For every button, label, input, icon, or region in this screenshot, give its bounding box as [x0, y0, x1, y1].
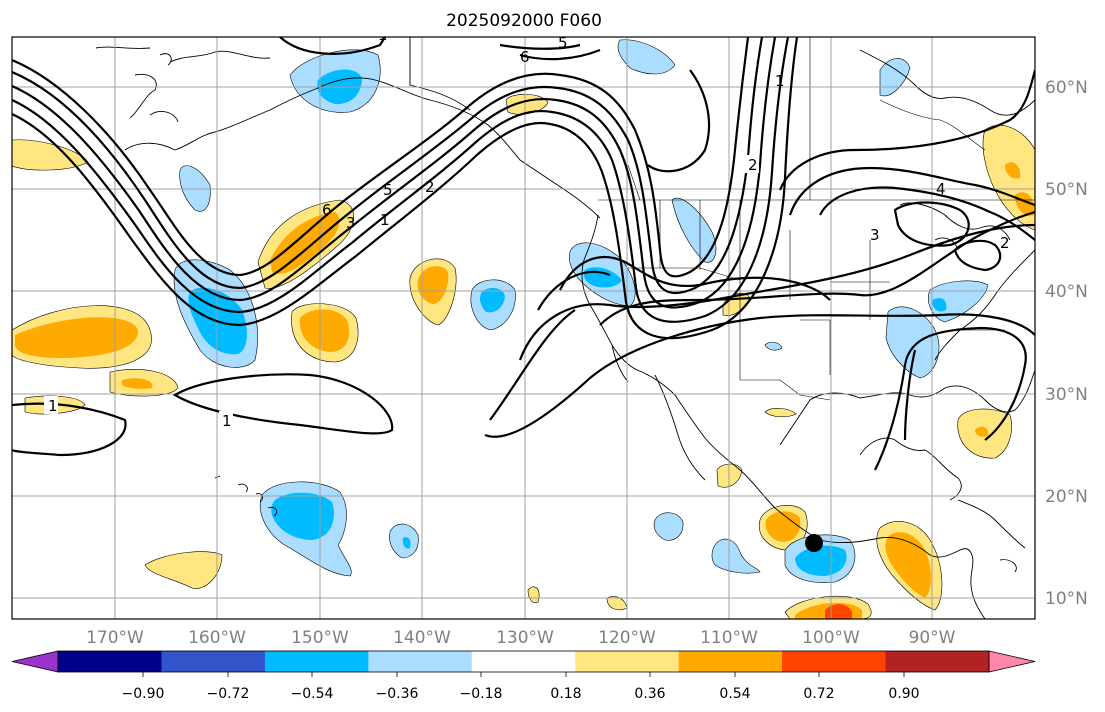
- lon-label: 120°W: [598, 628, 656, 648]
- storm-position-marker: [805, 534, 823, 552]
- contour-label: 3: [870, 226, 880, 244]
- colorbar-tick-label: −0.36: [376, 686, 419, 702]
- lat-label: 30°N: [1045, 385, 1088, 405]
- contour-label: 3: [346, 214, 356, 232]
- lon-label: 110°W: [700, 628, 758, 648]
- colorbar-segment: [885, 651, 990, 672]
- contours: [12, 37, 1035, 471]
- colorbar-segment: [782, 651, 887, 672]
- contour-label: 1: [380, 211, 390, 229]
- colorbar-tick-label: 0.18: [550, 686, 581, 702]
- lon-label: 140°W: [393, 628, 451, 648]
- lat-label: 50°N: [1045, 180, 1088, 200]
- colorbar-tick-label: 0.72: [803, 686, 834, 702]
- colorbar-segment: [575, 651, 680, 672]
- lat-label: 20°N: [1045, 487, 1088, 507]
- longitude-labels: 170°W 160°W 150°W 140°W 130°W 120°W 110°…: [86, 628, 956, 648]
- colorbar-extend-high: [988, 650, 1036, 673]
- colorbar-tick-label: −0.90: [122, 686, 165, 702]
- contour-label: 6: [520, 48, 530, 66]
- colorbar-tick-label: 0.90: [888, 686, 919, 702]
- contour-label: 1: [222, 412, 232, 430]
- colorbar-tick-label: −0.18: [460, 686, 503, 702]
- lon-label: 90°W: [909, 628, 956, 648]
- contour-labels: 1 1 2 3 5 6 6 5 1 2 3 4 2 1 1: [44, 26, 1010, 430]
- colorbar-segment: [368, 651, 473, 672]
- contour-label: 6: [322, 201, 332, 219]
- colorbar: [11, 650, 1036, 677]
- colorbar-outline: [57, 650, 990, 673]
- colorbar-segment: [678, 651, 783, 672]
- colorbar-tick-label: 0.36: [634, 686, 665, 702]
- map-frame: [11, 36, 1036, 620]
- contour-label: 2: [1000, 234, 1010, 252]
- lon-label: 100°W: [802, 628, 860, 648]
- colorbar-extend-low: [11, 650, 59, 673]
- lon-label: 170°W: [86, 628, 144, 648]
- contour-label: 1: [775, 72, 785, 90]
- map-panel: 1 1 2 3 5 6 6 5 1 2 3 4 2 1 1: [11, 26, 1036, 620]
- lon-label: 130°W: [496, 628, 554, 648]
- contour-label: 2: [425, 178, 435, 196]
- latitude-labels: 60°N 50°N 40°N 30°N 20°N 10°N: [1045, 78, 1088, 609]
- colorbar-segment: [471, 651, 576, 672]
- colorbar-ticks: −0.90 −0.72 −0.54 −0.36 −0.18 0.18 0.36 …: [122, 686, 920, 702]
- colorbar-segment: [58, 651, 162, 672]
- lat-label: 60°N: [1045, 78, 1088, 98]
- contour-label: 1: [48, 397, 58, 415]
- colorbar-tick-label: −0.72: [207, 686, 250, 702]
- lon-label: 160°W: [188, 628, 246, 648]
- colorbar-segment: [264, 651, 369, 672]
- colorbar-segment: [161, 651, 266, 672]
- contour-label: 2: [748, 156, 758, 174]
- contour-label: 4: [936, 180, 946, 198]
- lat-label: 40°N: [1045, 282, 1088, 302]
- figure-title: 2025092000 F060: [446, 11, 602, 31]
- contour-label: 5: [558, 34, 568, 52]
- colorbar-tick-label: −0.54: [291, 686, 334, 702]
- lon-label: 150°W: [291, 628, 349, 648]
- contour-label: 1: [378, 26, 388, 44]
- colorbar-tick-label: 0.54: [719, 686, 750, 702]
- contour-label: 5: [383, 181, 393, 199]
- lat-label: 10°N: [1045, 589, 1088, 609]
